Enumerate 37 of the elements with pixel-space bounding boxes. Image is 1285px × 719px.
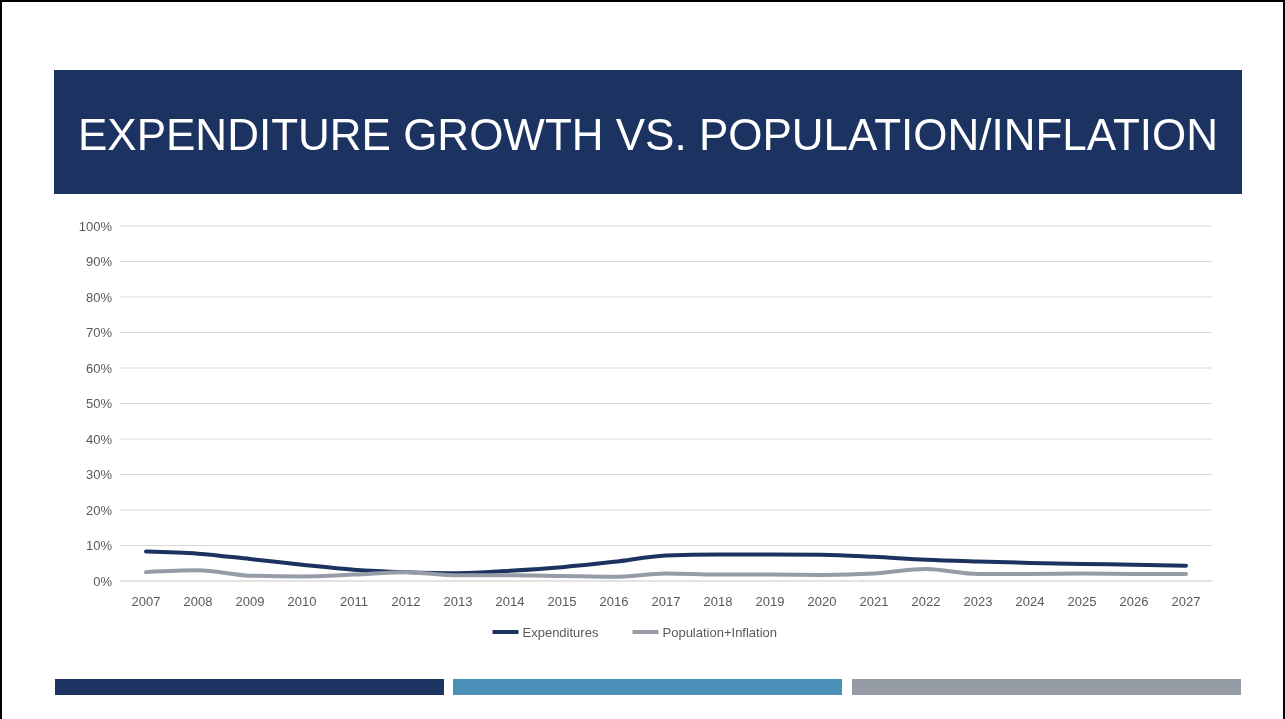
y-tick-label: 60% <box>85 360 113 376</box>
x-tick-label: 2027 <box>1171 594 1201 609</box>
legend-label: Population+Inflation <box>662 624 778 640</box>
chart-title: EXPENDITURE GROWTH VS. POPULATION/INFLATION <box>77 110 1219 159</box>
line-series <box>144 549 1188 576</box>
x-tick-label: 2023 <box>963 594 993 609</box>
line-series <box>144 566 1188 579</box>
x-tick-label: 2007 <box>131 594 161 609</box>
x-tick-label: 2016 <box>599 594 629 609</box>
y-tick-label: 0% <box>93 573 113 589</box>
x-tick-label: 2015 <box>547 594 577 609</box>
x-tick-label: 2021 <box>859 594 889 609</box>
x-tick-label: 2017 <box>651 594 681 609</box>
x-tick-label: 2013 <box>443 594 473 609</box>
x-tick-label: 2012 <box>391 594 421 609</box>
y-tick-label: 10% <box>85 538 113 554</box>
x-tick-label: 2014 <box>495 594 525 609</box>
x-tick-label: 2011 <box>340 594 368 609</box>
x-tick-label: 2019 <box>755 594 785 609</box>
y-tick-label: 50% <box>85 396 113 412</box>
x-tick-label: 2026 <box>1119 594 1149 609</box>
x-tick-label: 2020 <box>807 594 837 609</box>
x-tick-label: 2010 <box>287 594 317 609</box>
y-tick-label: 30% <box>85 467 113 483</box>
x-tick-label: 2022 <box>911 594 941 609</box>
x-tick-label: 2018 <box>703 594 733 609</box>
y-tick-label: 70% <box>85 325 113 341</box>
y-tick-label: 20% <box>85 502 113 518</box>
y-tick-label: 100% <box>78 218 113 234</box>
y-tick-label: 40% <box>85 431 113 447</box>
x-tick-label: 2008 <box>183 594 213 609</box>
y-tick-label: 90% <box>85 254 113 270</box>
y-tick-label: 80% <box>85 289 113 305</box>
x-tick-label: 2024 <box>1015 594 1045 609</box>
x-tick-label: 2009 <box>235 594 265 609</box>
x-tick-label: 2025 <box>1067 594 1097 609</box>
legend-label: Expenditures <box>522 624 599 640</box>
